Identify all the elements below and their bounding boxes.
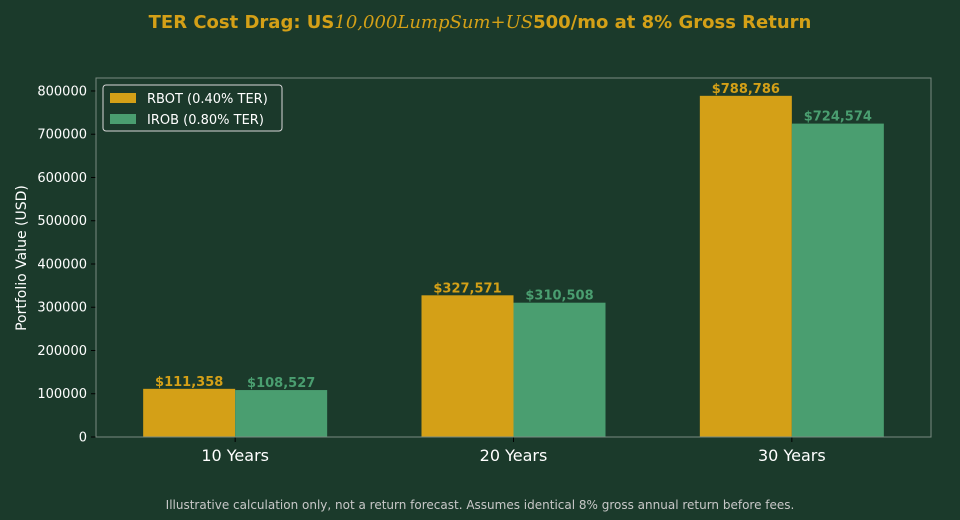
data-label-2-1: $108,527 — [247, 376, 315, 391]
y-axis-label: Portfolio Value (USD) — [14, 185, 30, 331]
y-tick-label-2: 100000 — [37, 387, 87, 402]
x-tick-label-1: 10 Years — [201, 446, 269, 465]
y-tick-label-4: 300000 — [37, 301, 87, 316]
bar-2-2 — [513, 302, 606, 437]
legend-swatch-1 — [110, 93, 136, 103]
footnote: Illustrative calculation only, not a ret… — [165, 498, 795, 512]
chart-title: TER Cost Drag: US10,000LumpSum+US500/mo … — [0, 12, 960, 33]
legend-label-2: IROB (0.80% TER) — [147, 113, 264, 128]
y-tick-label-1: 0 — [79, 431, 87, 446]
legend-label-1: RBOT (0.40% TER) — [147, 92, 268, 107]
data-label-2-3: $724,574 — [804, 110, 872, 125]
y-tick-label-6: 500000 — [37, 214, 87, 229]
bar-2-1 — [235, 390, 328, 437]
bar-2-3 — [791, 123, 884, 438]
data-label-1-1: $111,358 — [155, 375, 223, 390]
bar-1-1 — [143, 388, 236, 437]
x-tick-label-3: 30 Years — [758, 446, 826, 465]
chart-title-lead: TER Cost Drag: US — [148, 12, 335, 33]
chart-title-tail: 500/mo at 8% Gross Return — [533, 12, 812, 33]
data-label-1-3: $788,786 — [712, 82, 780, 97]
y-tick-label-3: 200000 — [37, 344, 87, 359]
plot-area: $111,358 $108,527 10 Years $327,571 $310,508… — [37, 77, 932, 465]
legend: RBOT (0.40% TER) IROB (0.80% TER) — [102, 84, 283, 132]
chart-title-math: 10,000LumpSum+US — [334, 12, 534, 33]
plot-frame — [95, 77, 932, 438]
bar-1-2 — [421, 295, 514, 437]
y-tick-label-7: 600000 — [37, 171, 87, 186]
y-tick-label-5: 400000 — [37, 257, 87, 272]
bar-1-3 — [699, 95, 792, 437]
data-label-1-2: $327,571 — [433, 281, 501, 296]
y-tick-label-8: 700000 — [37, 128, 87, 143]
legend-box — [102, 84, 283, 132]
data-label-2-2: $310,508 — [525, 289, 593, 304]
legend-swatch-2 — [110, 114, 136, 124]
x-tick-label-2: 20 Years — [480, 446, 548, 465]
y-tick-label-9: 800000 — [37, 84, 87, 99]
